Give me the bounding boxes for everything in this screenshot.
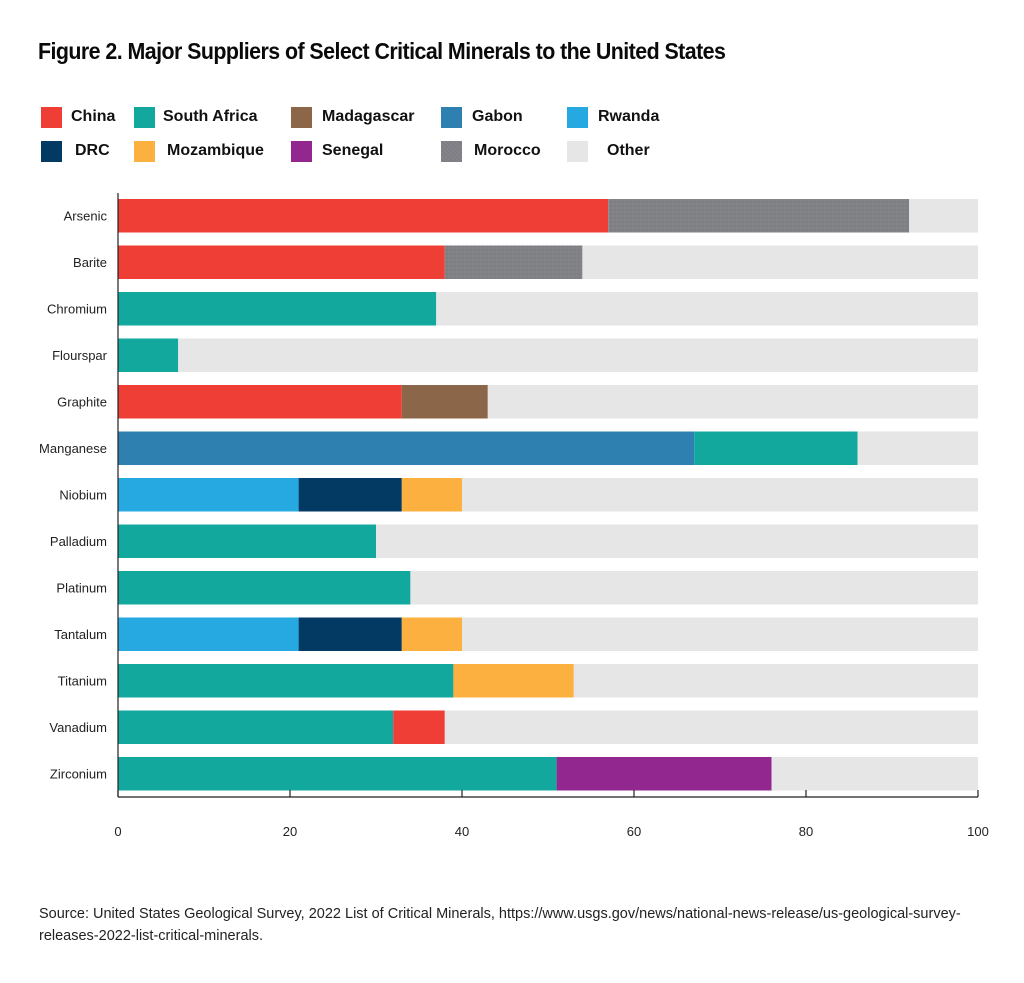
- bar-segment-barite-other: [582, 245, 978, 279]
- bar-segment-platinum-south-africa: [118, 571, 411, 605]
- bar-barite: [118, 245, 978, 279]
- bar-segment-niobium-mozambique: [401, 478, 462, 512]
- bar-segment-manganese-gabon: [118, 431, 695, 465]
- x-tick-label: 100: [967, 824, 989, 839]
- legend-label: Gabon: [472, 108, 523, 125]
- category-label: Platinum: [56, 580, 107, 595]
- bar-segment-vanadium-other: [444, 710, 978, 744]
- bar-segment-tantalum-rwanda: [118, 617, 299, 651]
- bars-group: [118, 199, 978, 791]
- bar-manganese: [118, 431, 978, 465]
- category-label: Zirconium: [50, 766, 107, 781]
- bar-chart: Arsenic Barite Chromium Flourspar Graphite Ma…: [39, 193, 989, 839]
- legend-swatch: [441, 107, 462, 128]
- legend-swatch: [134, 107, 155, 128]
- category-label: Niobium: [59, 487, 107, 502]
- legend-label: Rwanda: [598, 108, 660, 125]
- legend-swatch: [291, 141, 312, 162]
- category-label: Chromium: [47, 301, 107, 316]
- bar-segment-zirconium-south-africa: [118, 757, 557, 791]
- bar-segment-flourspar-south-africa: [118, 338, 179, 372]
- bar-segment-niobium-drc: [298, 478, 402, 512]
- category-label: Flourspar: [52, 348, 108, 363]
- x-tick-label: 0: [114, 824, 121, 839]
- bar-segment-tantalum-drc: [298, 617, 402, 651]
- legend-label: Madagascar: [322, 108, 415, 125]
- legend-swatch: [291, 107, 312, 128]
- bar-segment-zirconium-senegal: [556, 757, 772, 791]
- category-label: Arsenic: [64, 208, 108, 223]
- legend-label: Mozambique: [167, 142, 264, 159]
- bar-segment-niobium-rwanda: [118, 478, 299, 512]
- legend-swatch: [41, 141, 62, 162]
- x-tick-label: 80: [799, 824, 813, 839]
- bar-segment-manganese-other: [857, 431, 978, 465]
- bar-arsenic: [118, 199, 978, 233]
- bar-segment-titanium-south-africa: [118, 664, 454, 698]
- category-labels: Arsenic Barite Chromium Flourspar Graphite Ma…: [39, 208, 108, 781]
- bar-segment-chromium-other: [436, 292, 978, 326]
- bar-platinum: [118, 571, 978, 605]
- category-label: Graphite: [57, 394, 107, 409]
- axes: 0 20 40 60 80 100: [114, 193, 989, 839]
- chart-title: Figure 2. Major Suppliers of Select Crit…: [38, 38, 726, 64]
- bar-flourspar: [118, 338, 978, 372]
- legend-label: DRC: [75, 142, 110, 159]
- bar-segment-flourspar-other: [178, 338, 978, 372]
- x-tick-label: 60: [627, 824, 641, 839]
- x-tick-label: 20: [283, 824, 297, 839]
- bar-segment-graphite-other: [487, 385, 978, 419]
- category-label: Barite: [73, 255, 107, 270]
- bar-titanium: [118, 664, 978, 698]
- category-label: Titanium: [58, 673, 107, 688]
- bar-segment-tantalum-other: [462, 617, 978, 651]
- bar-chromium: [118, 292, 978, 326]
- bar-graphite: [118, 385, 978, 419]
- bar-segment-niobium-other: [462, 478, 978, 512]
- bar-segment-vanadium-china: [393, 710, 445, 744]
- legend-swatch: [134, 141, 155, 162]
- bar-segment-titanium-mozambique: [453, 664, 574, 698]
- bar-vanadium: [118, 710, 978, 744]
- bar-segment-titanium-other: [573, 664, 978, 698]
- bar-palladium: [118, 524, 978, 558]
- bar-niobium: [118, 478, 978, 512]
- legend-swatch: [567, 107, 588, 128]
- legend-label: Senegal: [322, 142, 384, 159]
- category-label: Manganese: [39, 441, 107, 456]
- legend-swatch: [567, 141, 588, 162]
- category-label: Palladium: [50, 534, 107, 549]
- bar-segment-barite-morocco: [444, 245, 583, 279]
- bar-tantalum: [118, 617, 978, 651]
- bar-zirconium: [118, 757, 978, 791]
- bar-segment-arsenic-china: [118, 199, 609, 233]
- legend-swatch: [441, 141, 462, 162]
- bar-segment-barite-china: [118, 245, 445, 279]
- bar-segment-graphite-china: [118, 385, 402, 419]
- bar-segment-vanadium-south-africa: [118, 710, 394, 744]
- bar-segment-palladium-south-africa: [118, 524, 376, 558]
- legend-label: South Africa: [163, 108, 258, 125]
- bar-segment-platinum-other: [410, 571, 978, 605]
- bar-segment-tantalum-mozambique: [401, 617, 462, 651]
- bar-segment-chromium-south-africa: [118, 292, 437, 326]
- bar-segment-zirconium-other: [771, 757, 978, 791]
- bar-segment-graphite-madagascar: [401, 385, 488, 419]
- x-tick-label: 40: [455, 824, 469, 839]
- bar-segment-palladium-other: [376, 524, 978, 558]
- legend-label: Other: [607, 142, 650, 159]
- category-label: Vanadium: [49, 720, 107, 735]
- bar-segment-arsenic-morocco: [608, 199, 910, 233]
- bar-segment-manganese-south-africa: [694, 431, 858, 465]
- bar-segment-arsenic-other: [909, 199, 978, 233]
- legend-label: Morocco: [474, 142, 541, 159]
- category-label: Tantalum: [54, 627, 107, 642]
- source-note: Source: United States Geological Survey,…: [39, 906, 961, 944]
- legend-swatch: [41, 107, 62, 128]
- legend-label: China: [71, 108, 116, 125]
